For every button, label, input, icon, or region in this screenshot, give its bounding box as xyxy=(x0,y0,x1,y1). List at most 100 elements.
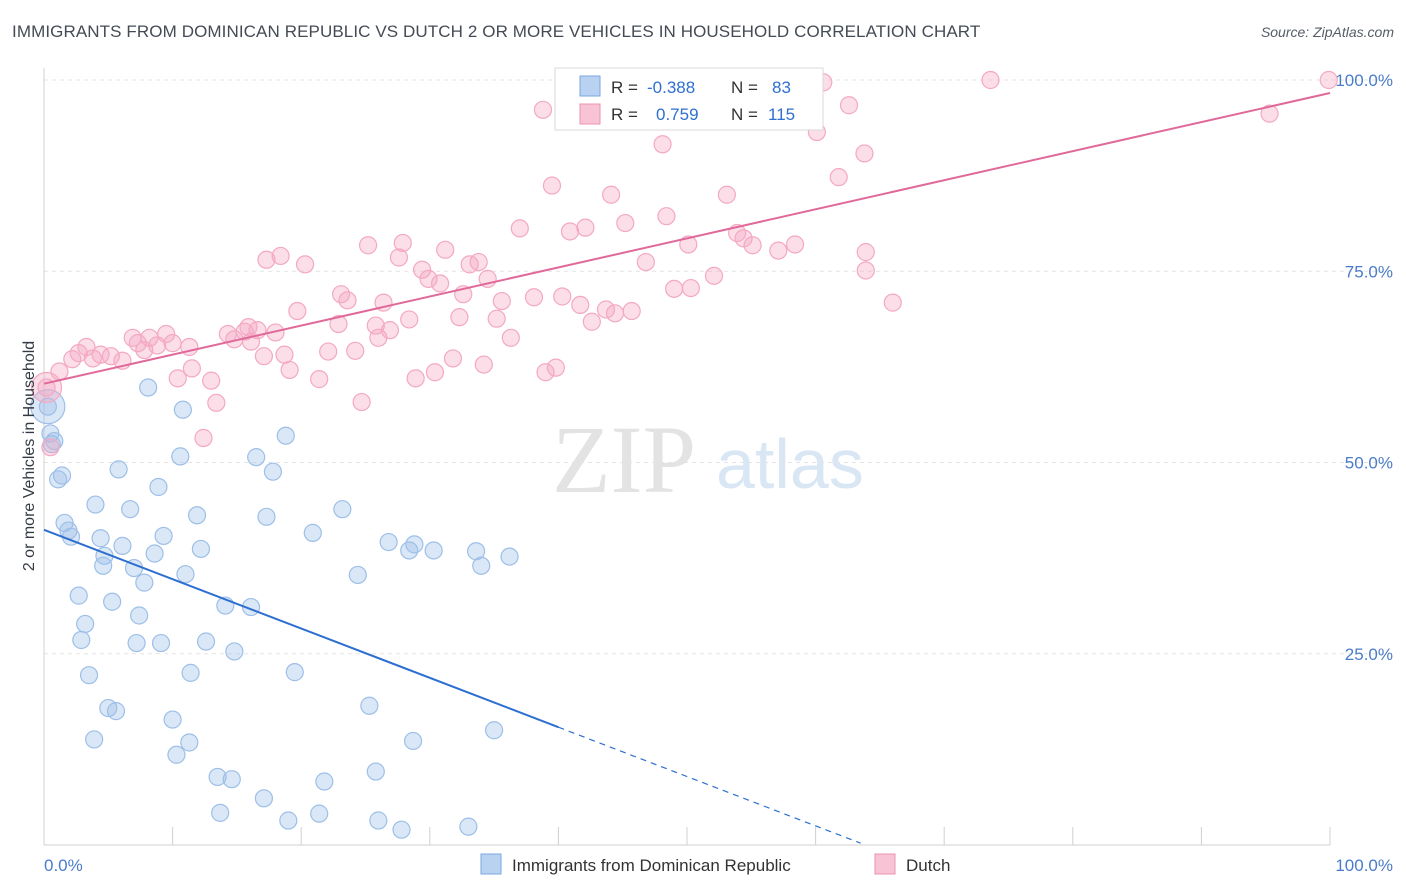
data-point xyxy=(41,438,60,457)
data-point xyxy=(392,820,411,839)
legend-swatch-immigrants xyxy=(480,853,502,875)
data-point xyxy=(734,229,753,248)
data-point xyxy=(157,324,176,344)
data-point xyxy=(403,731,423,751)
data-point xyxy=(167,745,186,764)
data-point xyxy=(469,252,488,272)
data-point xyxy=(315,772,334,791)
data-point xyxy=(369,811,388,830)
data-point xyxy=(769,241,788,260)
data-point xyxy=(207,393,226,412)
legend-label-immigrants: Immigrants from Dominican Republic xyxy=(512,856,791,875)
data-point xyxy=(501,328,520,347)
data-point xyxy=(145,544,164,563)
data-point xyxy=(163,334,182,353)
data-point xyxy=(194,428,213,448)
y-tick-label: 75.0% xyxy=(1345,262,1393,281)
trendline-dutch xyxy=(43,92,1331,385)
data-point xyxy=(191,539,210,559)
data-point xyxy=(389,248,409,267)
data-point xyxy=(400,310,419,329)
data-point xyxy=(288,301,307,321)
data-point xyxy=(657,207,676,226)
stats-swatch-immigrants xyxy=(579,75,601,97)
data-point xyxy=(76,614,95,634)
x-tick-label: 100.0% xyxy=(1335,856,1393,875)
data-point xyxy=(542,176,562,195)
stats-n-label-2: N = xyxy=(731,105,758,124)
y-axis-title: 2 or more Vehicles in Household xyxy=(21,341,38,571)
data-point xyxy=(208,767,227,787)
data-point xyxy=(412,260,432,279)
data-point xyxy=(151,633,171,653)
data-point xyxy=(276,426,295,445)
stats-legend-box: R = -0.388 N = 83 R = 0.759 N = 115 xyxy=(554,67,824,131)
data-point xyxy=(393,233,412,253)
stats-n-label-1: N = xyxy=(731,78,758,97)
data-point xyxy=(69,586,88,605)
data-point xyxy=(500,547,519,566)
data-point xyxy=(225,642,244,661)
data-point xyxy=(510,219,529,238)
data-point xyxy=(487,309,506,328)
data-point xyxy=(280,360,299,380)
data-point xyxy=(856,243,875,262)
data-point xyxy=(560,222,580,241)
data-point xyxy=(406,369,425,388)
data-point xyxy=(1260,104,1279,123)
data-point xyxy=(338,291,357,310)
stats-r-value-1: -0.388 xyxy=(647,78,695,97)
data-point xyxy=(856,261,875,280)
data-point xyxy=(103,592,122,611)
y-tick-label: 50.0% xyxy=(1345,454,1393,473)
data-point xyxy=(605,304,625,323)
data-point xyxy=(173,400,192,419)
series-immigrants-points xyxy=(30,378,519,839)
data-point xyxy=(424,541,443,560)
data-point xyxy=(576,218,595,237)
data-point xyxy=(180,733,199,752)
data-point xyxy=(211,803,230,822)
data-point xyxy=(113,536,132,555)
chart-title: IMMIGRANTS FROM DOMINICAN REPUBLIC VS DU… xyxy=(12,22,981,41)
data-point xyxy=(275,345,294,364)
data-point xyxy=(254,789,274,808)
stats-r-label-2: R = xyxy=(611,105,638,124)
data-point xyxy=(622,301,641,321)
data-point xyxy=(163,710,182,729)
data-point xyxy=(109,460,128,479)
data-point xyxy=(681,278,700,298)
data-point xyxy=(829,168,848,187)
data-point xyxy=(222,770,241,789)
data-point xyxy=(85,730,104,749)
data-point xyxy=(582,312,601,331)
data-point xyxy=(883,293,902,312)
data-point xyxy=(379,532,398,552)
stats-swatch-dutch xyxy=(579,103,601,125)
data-point xyxy=(485,721,504,740)
data-point xyxy=(187,506,207,525)
data-point xyxy=(279,811,298,830)
stats-r-label-1: R = xyxy=(611,78,638,97)
data-point xyxy=(425,363,445,382)
data-point xyxy=(571,295,590,315)
data-point xyxy=(181,663,200,682)
data-point xyxy=(450,308,469,327)
data-point xyxy=(202,371,221,390)
watermark-atlas: atlas xyxy=(716,425,864,503)
data-point xyxy=(492,291,511,311)
series-dutch-points xyxy=(30,70,1338,457)
data-point xyxy=(37,378,56,397)
data-point xyxy=(653,135,672,154)
data-point xyxy=(546,358,565,377)
data-point xyxy=(785,235,805,254)
data-point xyxy=(443,349,463,368)
axes xyxy=(43,68,1331,846)
data-point xyxy=(333,500,352,519)
data-point xyxy=(271,246,290,266)
data-point xyxy=(679,235,698,254)
data-point xyxy=(135,573,154,592)
data-point xyxy=(257,507,276,526)
data-point xyxy=(743,236,762,255)
data-point xyxy=(346,341,365,360)
